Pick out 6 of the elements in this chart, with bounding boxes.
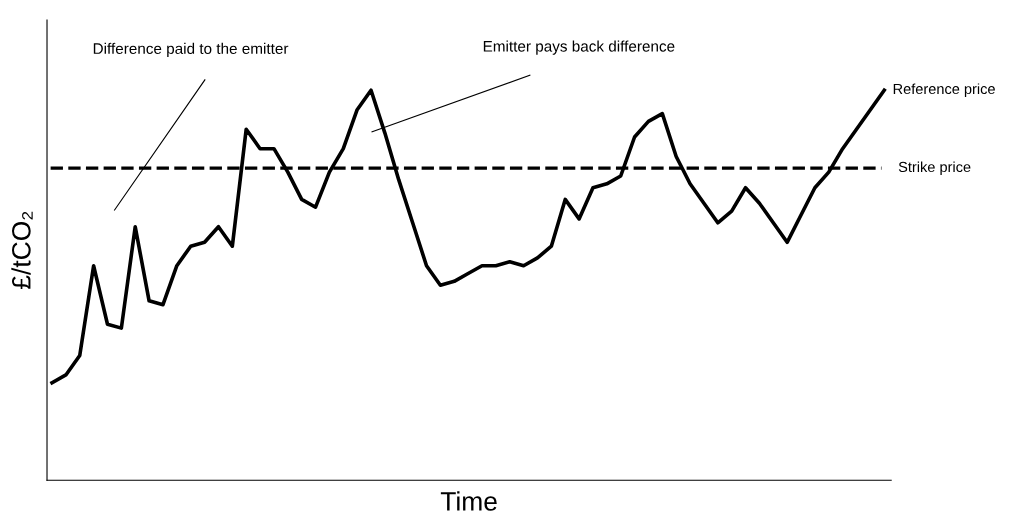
- ref-line-label: Strike price: [898, 161, 971, 175]
- text: Difference paid to the emitter: [93, 42, 289, 58]
- y-axis-title: £/tCO₂: [11, 211, 33, 289]
- x-axis-title: Time: [440, 491, 497, 511]
- series-label: Reference price: [893, 83, 995, 97]
- text: Emitter pays back difference: [483, 40, 675, 55]
